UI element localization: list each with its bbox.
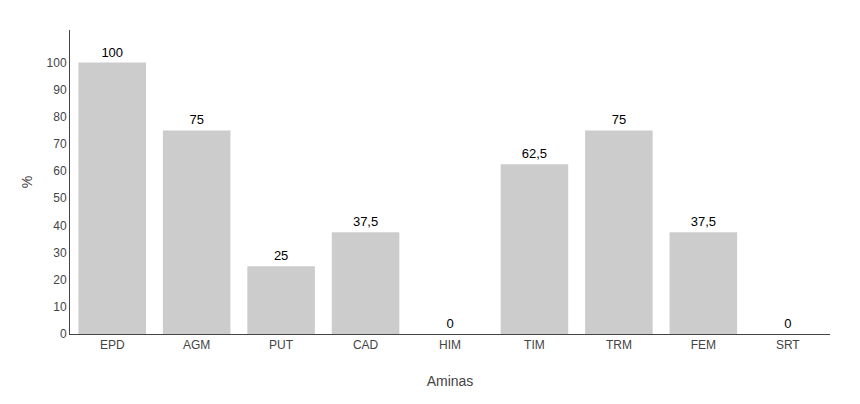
svg-text:CAD: CAD [353, 338, 379, 352]
svg-text:90: 90 [53, 83, 67, 97]
svg-text:SRT: SRT [776, 338, 800, 352]
svg-text:100: 100 [47, 56, 67, 70]
svg-text:AGM: AGM [183, 338, 210, 352]
svg-text:0: 0 [446, 316, 453, 331]
svg-text:100: 100 [101, 45, 123, 60]
svg-text:80: 80 [53, 110, 67, 124]
svg-text:0: 0 [784, 316, 791, 331]
svg-text:75: 75 [189, 112, 203, 127]
svg-text:40: 40 [53, 219, 67, 233]
svg-text:37,5: 37,5 [353, 214, 378, 229]
svg-text:37,5: 37,5 [691, 214, 716, 229]
svg-text:30: 30 [53, 246, 67, 260]
svg-text:20: 20 [53, 273, 67, 287]
svg-text:75: 75 [612, 112, 626, 127]
svg-text:Aminas: Aminas [427, 373, 474, 389]
svg-text:TRM: TRM [606, 338, 632, 352]
svg-text:60: 60 [53, 164, 67, 178]
svg-text:62,5: 62,5 [522, 146, 547, 161]
svg-text:FEM: FEM [691, 338, 716, 352]
svg-text:PUT: PUT [269, 338, 294, 352]
svg-text:HIM: HIM [439, 338, 461, 352]
svg-text:%: % [19, 176, 35, 188]
svg-text:70: 70 [53, 137, 67, 151]
svg-text:25: 25 [274, 248, 288, 263]
svg-text:EPD: EPD [100, 338, 125, 352]
svg-text:TIM: TIM [524, 338, 545, 352]
svg-text:50: 50 [53, 191, 67, 205]
svg-text:0: 0 [60, 327, 67, 341]
svg-text:10: 10 [53, 300, 67, 314]
